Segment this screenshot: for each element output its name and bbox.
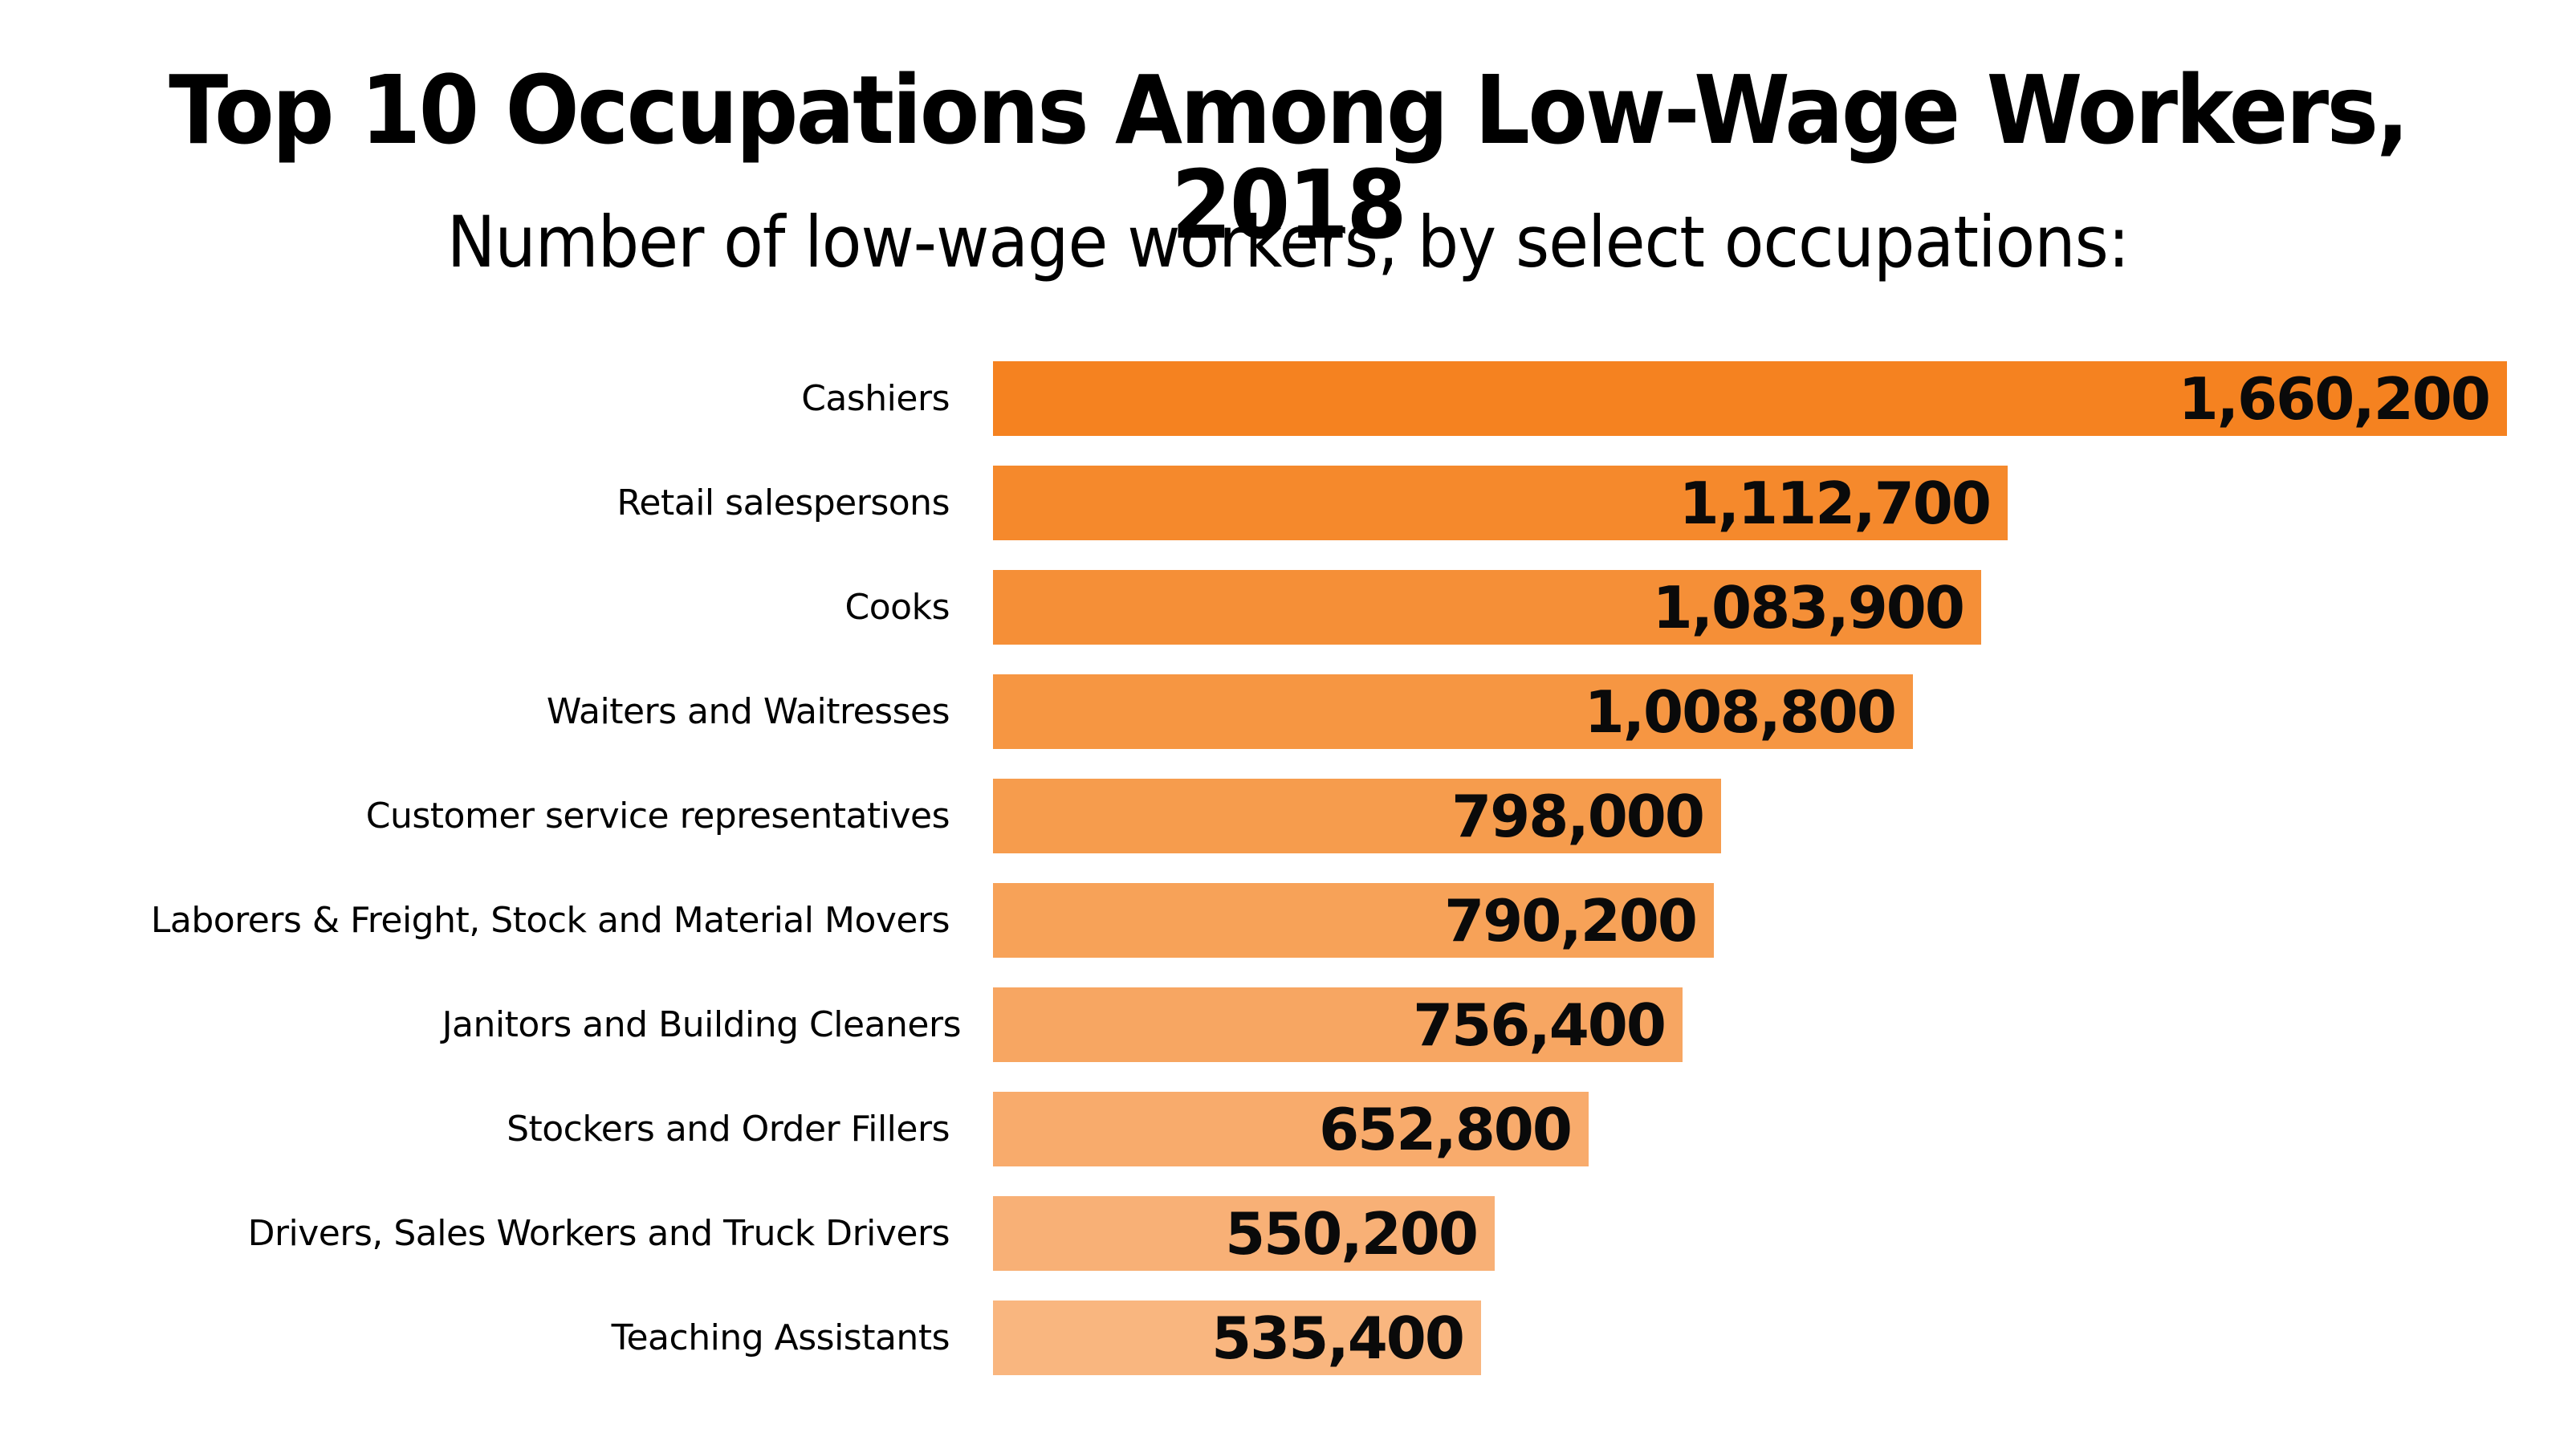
bar-row-cashiers: Cashiers 1,660,200 <box>0 361 2576 436</box>
bar-row-retail-salespersons: Retail salespersons 1,112,700 <box>0 466 2576 540</box>
bar-value-label: 756,400 <box>1413 991 1666 1059</box>
bar-row-laborers: Laborers & Freight, Stock and Material M… <box>0 883 2576 958</box>
category-label: Cashiers <box>801 378 950 419</box>
bar-value-label: 1,112,700 <box>1679 469 1992 537</box>
bar-value-label: 790,200 <box>1444 886 1698 955</box>
bar-value-label: 798,000 <box>1451 782 1705 850</box>
category-label: Retail salespersons <box>617 482 950 523</box>
bar: 790,200 <box>993 883 1714 958</box>
bar: 756,400 <box>993 987 1683 1062</box>
category-label: Janitors and Building Cleaners <box>442 1004 962 1045</box>
bar-row-janitors: Janitors and Building Cleaners 756,400 <box>0 987 2576 1062</box>
chart-title: Top 10 Occupations Among Low-Wage Worker… <box>169 55 2409 260</box>
bar-row-waiters: Waiters and Waitresses 1,008,800 <box>0 674 2576 749</box>
bar-row-cooks: Cooks 1,083,900 <box>0 570 2576 645</box>
category-label: Waiters and Waitresses <box>546 691 950 732</box>
bar: 1,083,900 <box>993 570 1981 645</box>
bar-value-label: 550,200 <box>1225 1199 1479 1268</box>
bar: 535,400 <box>993 1300 1481 1375</box>
category-label: Teaching Assistants <box>611 1317 950 1358</box>
category-label: Laborers & Freight, Stock and Material M… <box>150 900 950 941</box>
bar-value-label: 1,083,900 <box>1652 573 1965 641</box>
chart-subtitle: Number of low-wage workers, by select oc… <box>446 201 2130 283</box>
category-label: Stockers and Order Fillers <box>507 1109 950 1150</box>
bar: 1,112,700 <box>993 466 2008 540</box>
bar-row-customer-service: Customer service representatives 798,000 <box>0 779 2576 853</box>
bar-row-stockers: Stockers and Order Fillers 652,800 <box>0 1092 2576 1166</box>
bar-row-drivers: Drivers, Sales Workers and Truck Drivers… <box>0 1196 2576 1271</box>
bar-value-label: 1,660,200 <box>2178 364 2491 433</box>
bar-value-label: 1,008,800 <box>1584 678 1897 746</box>
bar-row-teaching-assistants: Teaching Assistants 535,400 <box>0 1300 2576 1375</box>
bar: 652,800 <box>993 1092 1589 1166</box>
bar: 1,660,200 <box>993 361 2507 436</box>
category-label: Drivers, Sales Workers and Truck Drivers <box>247 1213 950 1254</box>
category-label: Customer service representatives <box>365 796 950 836</box>
category-label: Cooks <box>844 587 950 628</box>
bar-value-label: 652,800 <box>1319 1095 1573 1163</box>
bar: 798,000 <box>993 779 1721 853</box>
bar: 550,200 <box>993 1196 1495 1271</box>
bar: 1,008,800 <box>993 674 1913 749</box>
bar-value-label: 535,400 <box>1211 1304 1465 1372</box>
